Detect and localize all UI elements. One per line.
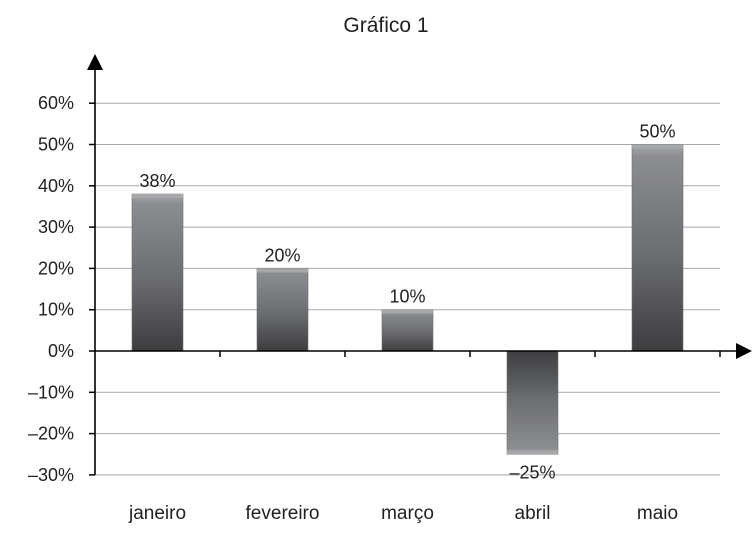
x-category-label: abril [515, 503, 551, 524]
axes [87, 54, 752, 476]
bar [631, 144, 684, 352]
x-category-label: janeiro [128, 503, 186, 524]
y-tick-label: –30% [28, 465, 74, 485]
y-tick-label: 20% [38, 258, 74, 278]
x-category-label: maio [637, 503, 678, 524]
data-label: 10% [389, 287, 425, 307]
y-tick-label: 50% [38, 135, 74, 155]
y-tick-label: 0% [48, 341, 74, 361]
y-tick-label: –20% [28, 424, 74, 444]
y-tick-label: 10% [38, 300, 74, 320]
y-tick-label: 60% [38, 93, 74, 113]
bar-cap [507, 450, 558, 455]
bar-cap [382, 309, 433, 314]
y-axis-tick-labels: 60% 50% 40% 30% 20% 10% 0% –10% –20% –30% [28, 93, 74, 485]
bar [131, 193, 184, 352]
x-axis-category-labels: janeiro fevereiro março abril maio [128, 503, 678, 524]
chart-title: Gráfico 1 [343, 14, 428, 37]
bar-cap [257, 268, 308, 273]
bar [256, 268, 309, 352]
data-label: 20% [264, 245, 300, 265]
x-category-label: fevereiro [246, 503, 320, 524]
bar-cap [632, 144, 683, 149]
bar [381, 309, 434, 352]
x-category-label: março [381, 503, 434, 524]
data-labels: 38% 20% 10% –25% 50% [139, 122, 675, 483]
y-tick-label: 40% [38, 176, 74, 196]
bars [131, 144, 684, 455]
data-label: –25% [509, 462, 555, 482]
bar-cap [132, 194, 183, 199]
data-label: 50% [639, 122, 675, 142]
y-tick-label: 30% [38, 217, 74, 237]
data-label: 38% [139, 171, 175, 191]
y-tick-label: –10% [28, 382, 74, 402]
bar [506, 350, 559, 455]
